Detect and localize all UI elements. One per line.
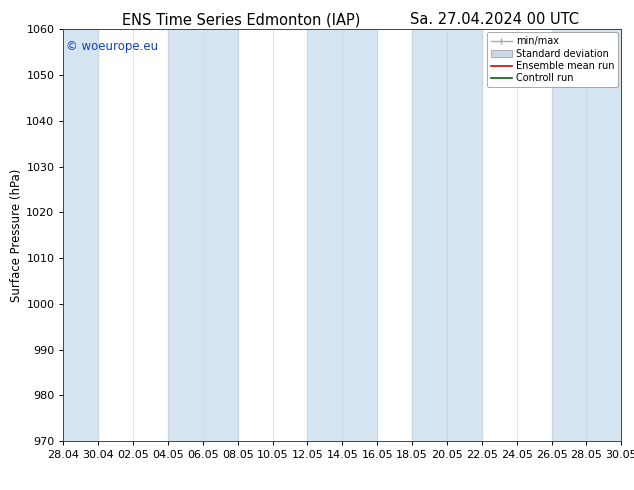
Y-axis label: Surface Pressure (hPa): Surface Pressure (hPa) <box>11 169 23 302</box>
Text: Sa. 27.04.2024 00 UTC: Sa. 27.04.2024 00 UTC <box>410 12 579 27</box>
Text: ENS Time Series Edmonton (IAP): ENS Time Series Edmonton (IAP) <box>122 12 360 27</box>
Bar <box>307 29 377 441</box>
Bar <box>63 29 98 441</box>
Bar <box>412 29 482 441</box>
Text: © woeurope.eu: © woeurope.eu <box>66 40 158 53</box>
Legend: min/max, Standard deviation, Ensemble mean run, Controll run: min/max, Standard deviation, Ensemble me… <box>487 32 618 87</box>
Bar <box>168 29 238 441</box>
Bar <box>552 29 621 441</box>
